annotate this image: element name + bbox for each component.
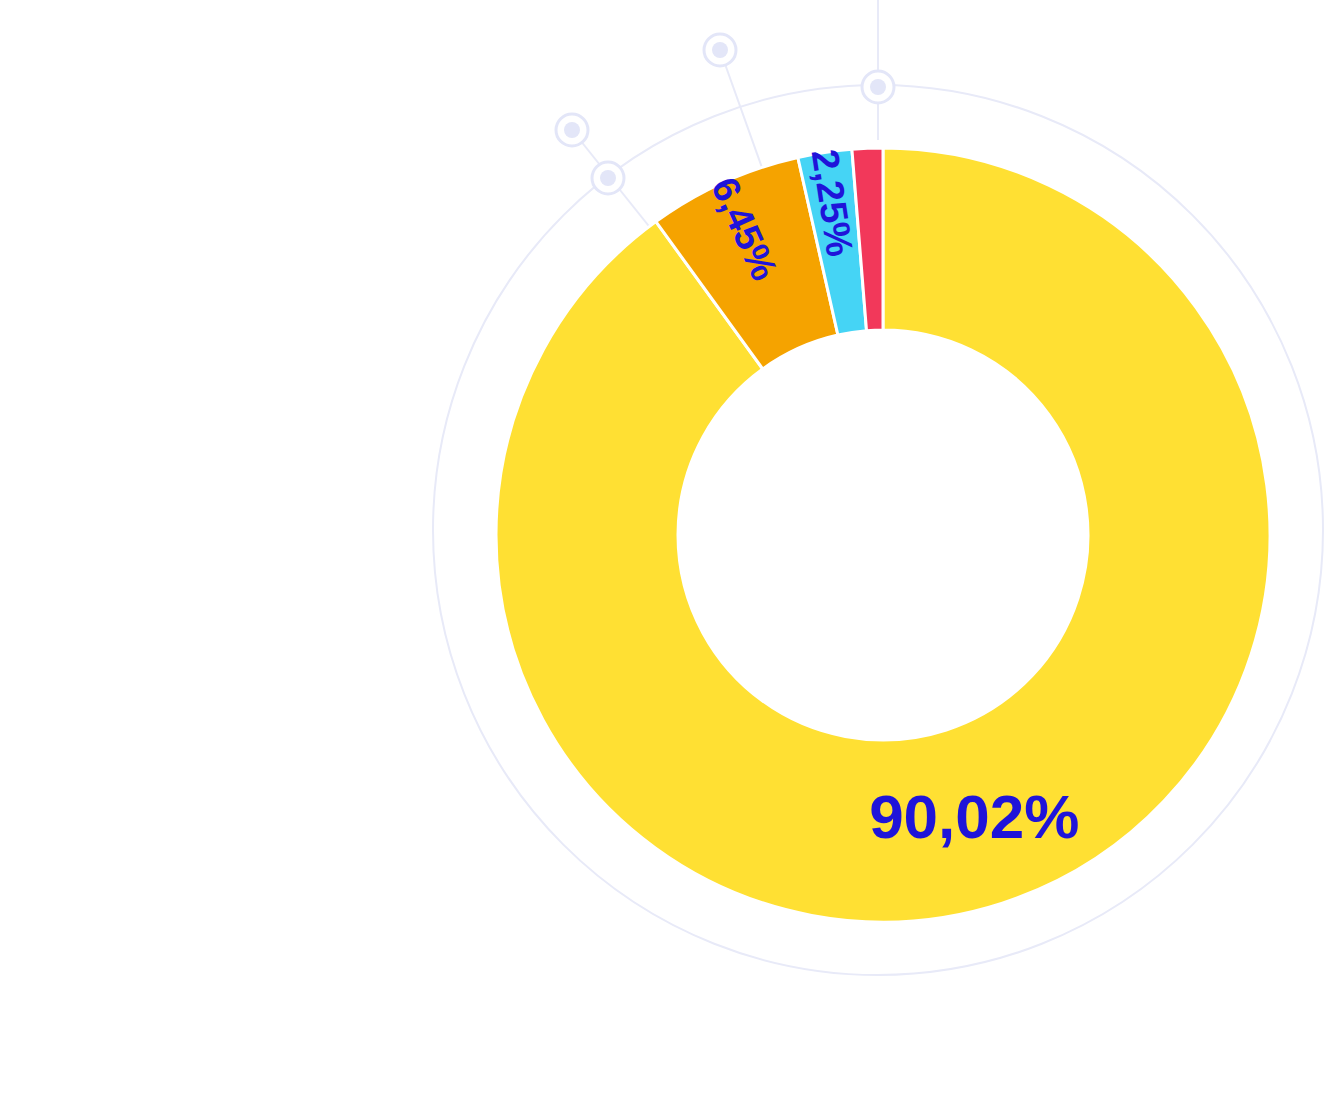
svg-text:90,02%: 90,02%	[869, 782, 1079, 851]
svg-text:2,25%: 2,25%	[804, 146, 862, 259]
svg-text:6,45%: 6,45%	[703, 171, 786, 286]
